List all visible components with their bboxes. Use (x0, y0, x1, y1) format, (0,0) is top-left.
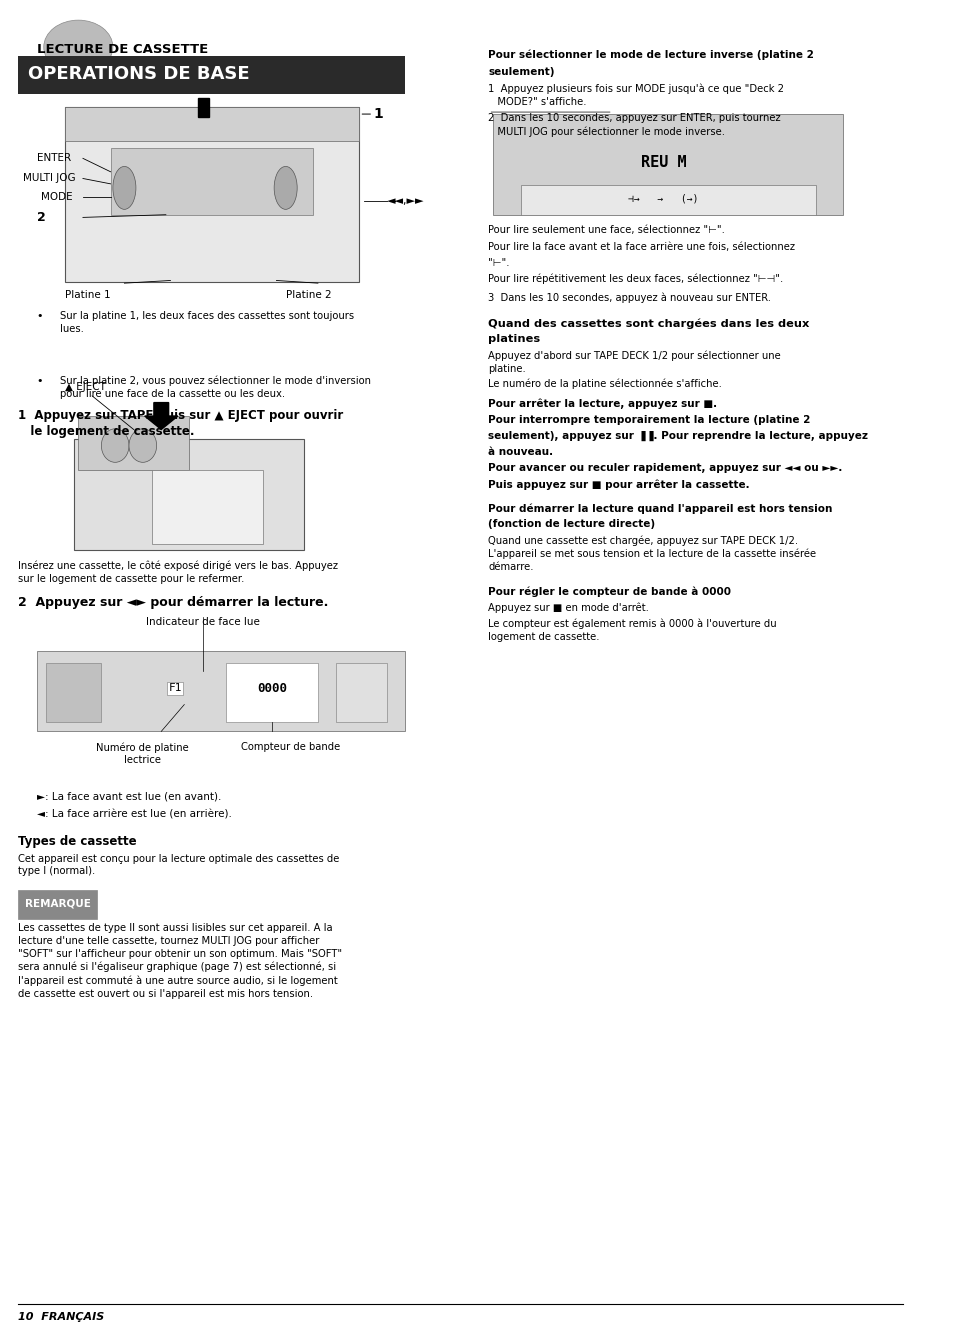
Text: Pour arrêter la lecture, appuyez sur ■.: Pour arrêter la lecture, appuyez sur ■. (488, 399, 717, 409)
Text: Sur la platine 1, les deux faces des cassettes sont toujours
lues.: Sur la platine 1, les deux faces des cas… (60, 311, 354, 334)
Bar (198, 98, 209, 117)
Text: 2: 2 (37, 211, 46, 224)
Bar (73, 439, 304, 550)
Text: MODE: MODE (41, 192, 73, 203)
Text: Pour interrompre temporairement la lecture (platine 2: Pour interrompre temporairement la lectu… (488, 415, 810, 424)
Text: Numéro de platine
lectrice: Numéro de platine lectrice (96, 742, 189, 765)
Text: Appuyez sur ■ en mode d'arrêt.: Appuyez sur ■ en mode d'arrêt. (488, 603, 649, 613)
Text: "⊢".: "⊢". (488, 258, 509, 267)
Text: platines: platines (488, 334, 540, 344)
Text: •: • (37, 376, 43, 385)
Text: 0000: 0000 (256, 682, 287, 695)
Text: Types de cassette: Types de cassette (18, 835, 137, 848)
Text: Le numéro de la platine sélectionnée s'affiche.: Le numéro de la platine sélectionnée s'a… (488, 378, 721, 389)
Text: ▲ EJECT: ▲ EJECT (65, 382, 105, 392)
Text: Platine 1: Platine 1 (65, 290, 110, 299)
Text: le logement de cassette.: le logement de cassette. (18, 425, 194, 439)
Ellipse shape (129, 429, 156, 462)
Text: Platine 2: Platine 2 (285, 290, 331, 299)
Bar (111, 148, 313, 215)
Text: 1  Appuyez sur TAPE puis sur ▲ EJECT pour ouvrir: 1 Appuyez sur TAPE puis sur ▲ EJECT pour… (18, 409, 343, 423)
Text: REMARQUE: REMARQUE (25, 899, 91, 909)
Text: 1: 1 (373, 107, 382, 121)
Text: seulement), appuyez sur ▐▐. Pour reprendre la lecture, appuyez: seulement), appuyez sur ▐▐. Pour reprend… (488, 431, 867, 442)
Text: •: • (37, 311, 43, 321)
Text: Compteur de bande: Compteur de bande (240, 742, 339, 752)
Text: 1  Appuyez plusieurs fois sur MODE jusqu'à ce que "Deck 2: 1 Appuyez plusieurs fois sur MODE jusqu'… (488, 83, 783, 94)
Text: 2  Appuyez sur ◄► pour démarrer la lecture.: 2 Appuyez sur ◄► pour démarrer la lectur… (18, 596, 329, 609)
Bar (18, 56, 405, 94)
Text: F1: F1 (168, 683, 182, 694)
Text: ⊣→   →   (→): ⊣→ → (→) (628, 193, 698, 204)
Text: ◄: La face arrière est lue (en arrière).: ◄: La face arrière est lue (en arrière). (37, 809, 232, 819)
Text: REU M: REU M (640, 154, 685, 170)
Ellipse shape (44, 20, 112, 74)
Text: Pour lire la face avant et la face arrière une fois, sélectionnez: Pour lire la face avant et la face arriè… (488, 242, 795, 251)
Text: OPERATIONS DE BASE: OPERATIONS DE BASE (28, 66, 249, 83)
Text: Pour avancer ou reculer rapidement, appuyez sur ◄◄ ou ►►.: Pour avancer ou reculer rapidement, appu… (488, 463, 841, 472)
Bar (226, 663, 317, 722)
Text: Pour démarrer la lecture quand l'appareil est hors tension: Pour démarrer la lecture quand l'apparei… (488, 503, 832, 514)
Text: Pour sélectionner le mode de lecture inverse (platine 2: Pour sélectionner le mode de lecture inv… (488, 50, 814, 60)
Bar (65, 107, 359, 282)
Bar (78, 416, 189, 470)
Text: Puis appuyez sur ■ pour arrêter la cassette.: Puis appuyez sur ■ pour arrêter la casse… (488, 479, 749, 490)
Text: ►: La face avant est lue (en avant).: ►: La face avant est lue (en avant). (37, 792, 221, 801)
Text: Sur la platine 2, vous pouvez sélectionner le mode d'inversion
pour lire une fac: Sur la platine 2, vous pouvez sélectionn… (60, 376, 371, 399)
Text: Pour lire seulement une face, sélectionnez "⊢".: Pour lire seulement une face, sélectionn… (488, 225, 724, 235)
Ellipse shape (274, 166, 297, 209)
Bar (18, 890, 96, 919)
Text: 2  Dans les 10 secondes, appuyez sur ENTER, puis tournez: 2 Dans les 10 secondes, appuyez sur ENTE… (488, 113, 781, 122)
Bar (46, 663, 101, 722)
Text: ENTER: ENTER (37, 153, 71, 164)
Ellipse shape (101, 429, 129, 462)
Text: Pour lire répétitivement les deux faces, sélectionnez "⊢⊣".: Pour lire répétitivement les deux faces,… (488, 274, 782, 285)
Text: Appuyez d'abord sur TAPE DECK 1/2 pour sélectionner une
platine.: Appuyez d'abord sur TAPE DECK 1/2 pour s… (488, 350, 781, 373)
Text: Cet appareil est conçu pour la lecture optimale des cassettes de
type I (normal): Cet appareil est conçu pour la lecture o… (18, 854, 339, 876)
Text: (fonction de lecture directe): (fonction de lecture directe) (488, 519, 655, 529)
Text: Les cassettes de type II sont aussi lisibles sur cet appareil. A la
lecture d'un: Les cassettes de type II sont aussi lisi… (18, 923, 342, 998)
Text: 3  Dans les 10 secondes, appuyez à nouveau sur ENTER.: 3 Dans les 10 secondes, appuyez à nouvea… (488, 293, 771, 303)
Text: Pour régler le compteur de bande à 0000: Pour régler le compteur de bande à 0000 (488, 586, 731, 597)
Bar (336, 663, 387, 722)
Bar (520, 185, 815, 215)
Polygon shape (145, 403, 177, 429)
Text: LECTURE DE CASSETTE: LECTURE DE CASSETTE (37, 43, 208, 56)
Bar (37, 651, 405, 731)
Text: Le compteur est également remis à 0000 à l'ouverture du
logement de cassette.: Le compteur est également remis à 0000 à… (488, 619, 776, 641)
Ellipse shape (112, 166, 135, 209)
Text: Quand des cassettes sont chargées dans les deux: Quand des cassettes sont chargées dans l… (488, 318, 809, 329)
Text: MULTI JOG: MULTI JOG (23, 173, 75, 184)
Bar (493, 114, 842, 215)
Text: Indicateur de face lue: Indicateur de face lue (146, 617, 259, 627)
Text: 10  FRANÇAIS: 10 FRANÇAIS (18, 1312, 105, 1322)
Text: MODE?" s'affiche.: MODE?" s'affiche. (488, 97, 586, 106)
Bar (65, 107, 359, 141)
Text: MULTI JOG pour sélectionner le mode inverse.: MULTI JOG pour sélectionner le mode inve… (488, 126, 724, 137)
Text: ◄◄,►►: ◄◄,►► (387, 196, 424, 207)
Text: Insérez une cassette, le côté exposé dirigé vers le bas. Appuyez
sur le logement: Insérez une cassette, le côté exposé dir… (18, 561, 338, 584)
Bar (152, 470, 262, 544)
Text: seulement): seulement) (488, 67, 555, 76)
Text: à nouveau.: à nouveau. (488, 447, 553, 456)
Text: Quand une cassette est chargée, appuyez sur TAPE DECK 1/2.
L'appareil se met sou: Quand une cassette est chargée, appuyez … (488, 535, 816, 572)
